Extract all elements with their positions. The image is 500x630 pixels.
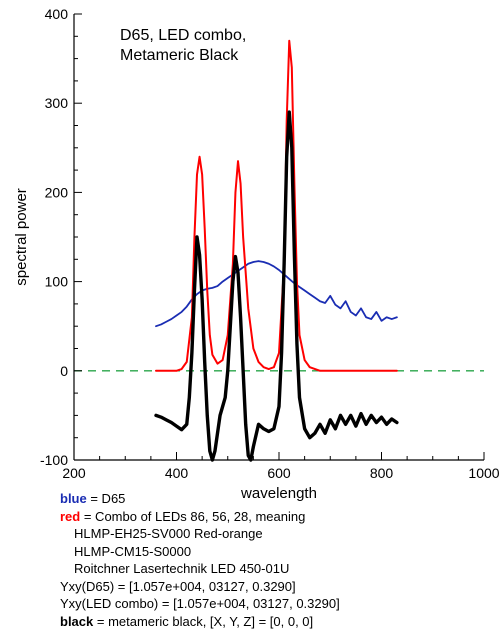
svg-text:0: 0 bbox=[60, 363, 68, 379]
svg-text:400: 400 bbox=[45, 6, 69, 22]
svg-text:800: 800 bbox=[370, 465, 394, 481]
caption-line-6: Yxy(D65) = [1.057e+004, 03127, 0.3290] bbox=[60, 578, 340, 596]
plot-title-line: Metameric Black bbox=[120, 47, 239, 64]
svg-text:200: 200 bbox=[45, 184, 69, 200]
svg-text:-100: -100 bbox=[40, 452, 68, 468]
svg-text:1000: 1000 bbox=[468, 465, 499, 481]
caption-line-7: Yxy(LED combo) = [1.057e+004, 03127, 0.3… bbox=[60, 595, 340, 613]
caption-blue-word: blue bbox=[60, 491, 87, 506]
figure-container: { "chart": { "type": "line", "width_px":… bbox=[0, 0, 500, 617]
caption-red-word: red bbox=[60, 509, 80, 524]
caption-line-5: Roitchner Lasertechnik LED 450-01U bbox=[60, 560, 340, 578]
caption-line-3: HLMP-EH25-SV000 Red-orange bbox=[60, 525, 340, 543]
plot-title-line: D65, LED combo, bbox=[120, 27, 246, 44]
caption-line-8: black = metameric black, [X, Y, Z] = [0,… bbox=[60, 613, 340, 630]
caption-line-1: blue = D65 bbox=[60, 490, 340, 508]
ylabel: spectral power bbox=[13, 188, 30, 286]
svg-text:400: 400 bbox=[165, 465, 189, 481]
caption-line-2: red = Combo of LEDs 86, 56, 28, meaning bbox=[60, 508, 340, 526]
caption-block: blue = D65 red = Combo of LEDs 86, 56, 2… bbox=[60, 490, 340, 630]
svg-text:300: 300 bbox=[45, 95, 69, 111]
caption-black-word: black bbox=[60, 614, 93, 629]
caption-line-4: HLMP-CM15-S0000 bbox=[60, 543, 340, 561]
svg-text:600: 600 bbox=[267, 465, 291, 481]
svg-text:100: 100 bbox=[45, 274, 69, 290]
